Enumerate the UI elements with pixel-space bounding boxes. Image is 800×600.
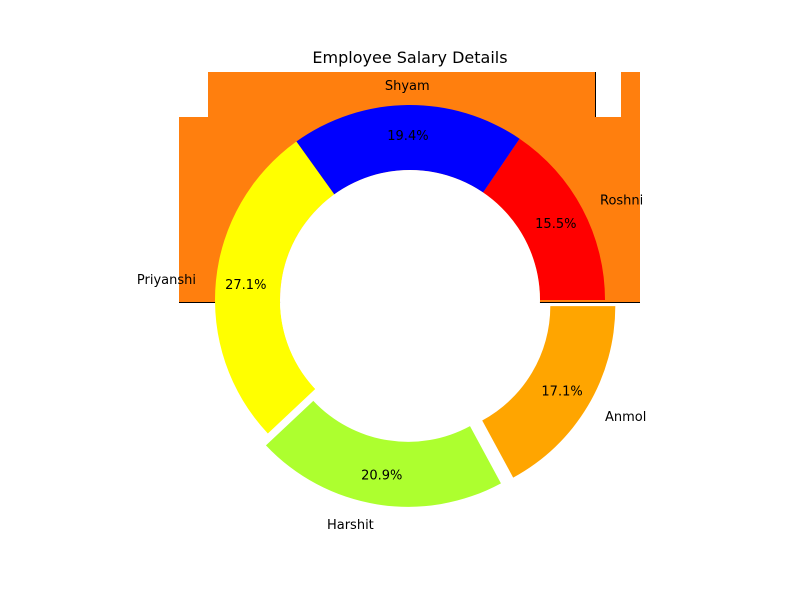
donut-labels: 15.5% Roshni 19.4% Shyam 27.1% Priyanshi 20.9%… (137, 79, 646, 533)
percent-label-roshni: 15.5% (535, 217, 576, 232)
donut-hole (280, 170, 540, 430)
percent-label-shyam: 19.4% (387, 129, 428, 144)
category-label-shyam: Shyam (385, 79, 430, 94)
category-label-anmol: Anmol (605, 410, 646, 425)
donut-slice-priyanshi (214, 141, 335, 434)
donut-slice-shyam (296, 104, 520, 195)
percent-label-priyanshi: 27.1% (225, 278, 266, 293)
category-label-roshni: Roshni (600, 193, 643, 208)
donut-slice-harshit (265, 400, 501, 507)
chart-title: Employee Salary Details (312, 48, 507, 67)
category-label-harshit: Harshit (327, 518, 374, 533)
category-label-priyanshi: Priyanshi (137, 273, 196, 288)
donut-slice-roshni (483, 138, 605, 300)
donut-slices (214, 104, 616, 507)
donut-slice-anmol (482, 306, 616, 478)
percent-label-harshit: 20.9% (361, 469, 402, 484)
percent-label-anmol: 17.1% (541, 385, 582, 400)
